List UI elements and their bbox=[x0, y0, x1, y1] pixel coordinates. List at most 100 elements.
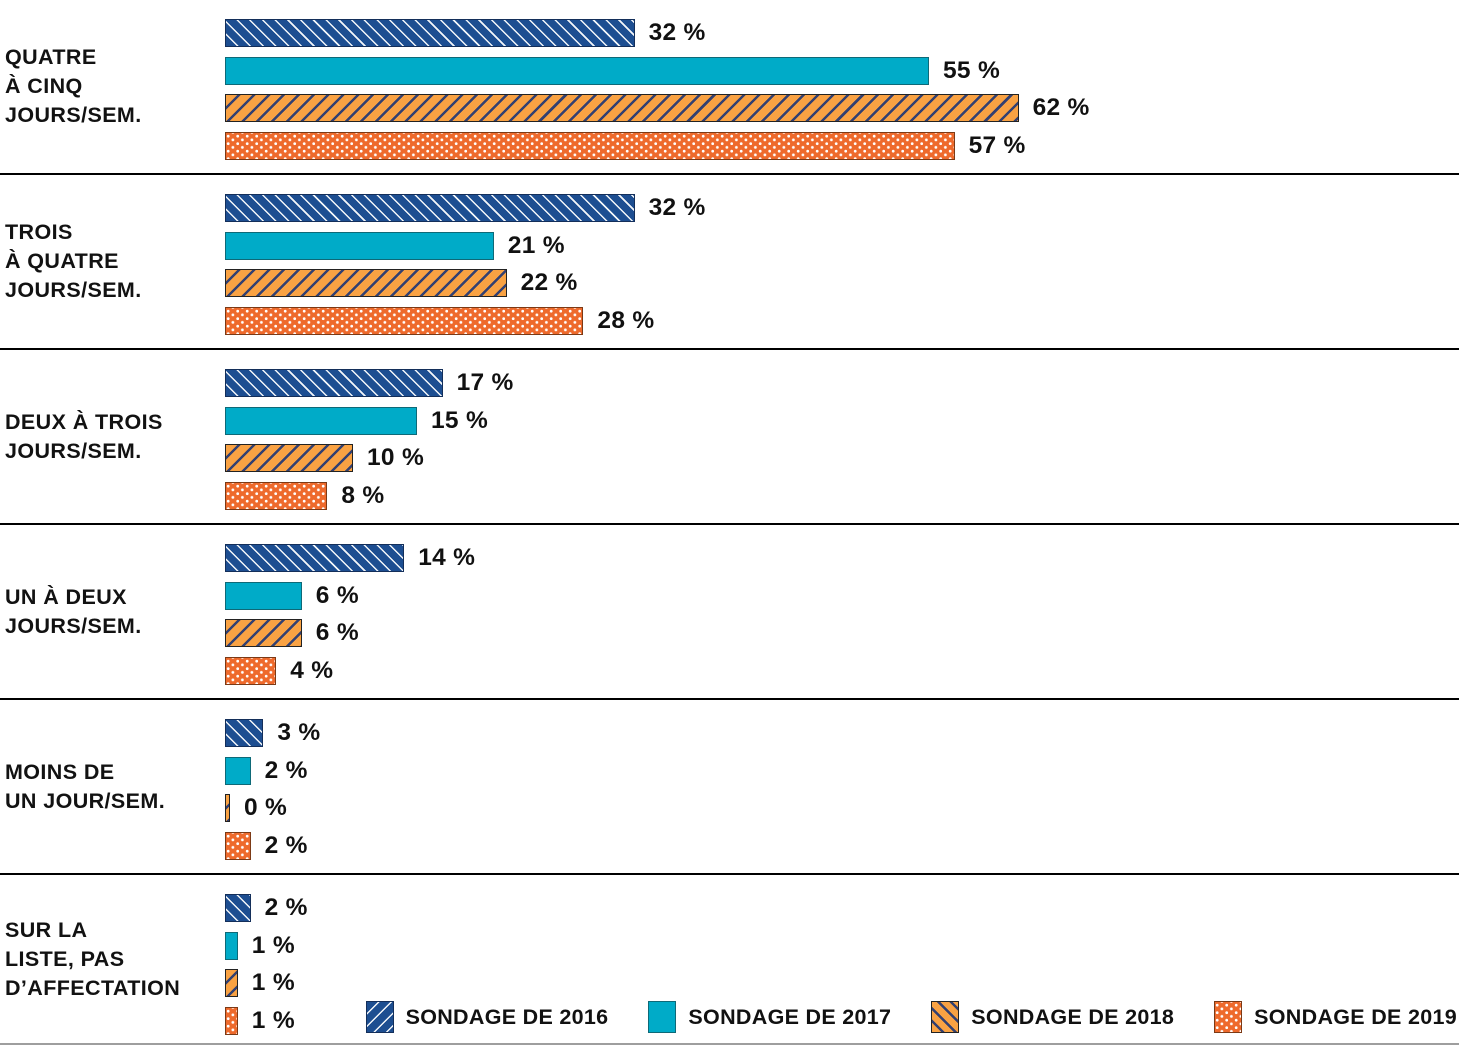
bar-value-label: 21 % bbox=[507, 231, 565, 259]
bar-line: 32 % bbox=[225, 19, 706, 47]
bar-line: 3 % bbox=[225, 719, 321, 747]
bar-line: 10 % bbox=[225, 444, 424, 472]
bar-value-label: 14 % bbox=[418, 544, 476, 571]
bar-sondage-de-2019 bbox=[225, 306, 584, 335]
bar-value-label: 57 % bbox=[968, 131, 1026, 159]
category-label-line: JOURS/SEM. bbox=[5, 278, 142, 302]
chart-row: MOINS DE UN JOUR/SEM. 3 % 2 % 0 % 2 % bbox=[0, 700, 1459, 875]
bar-sondage-de-2017 bbox=[225, 931, 238, 960]
bar-value-label: 3 % bbox=[277, 719, 321, 746]
bar-group: 32 % 21 % 22 % 28 % bbox=[225, 175, 1459, 348]
bar-sondage-de-2018 bbox=[225, 94, 1019, 122]
chart-row: QUATRE À CINQ JOURS/SEM. 32 % 55 % 62 % 57 % bbox=[0, 0, 1459, 175]
bar-value-label: 2 % bbox=[264, 894, 308, 921]
bar-value-label: 1 % bbox=[251, 1006, 295, 1034]
category-label-line: DEUX À TROIS bbox=[5, 409, 163, 434]
bar-line: 21 % bbox=[225, 231, 565, 260]
category-label: DEUX À TROIS JOURS/SEM. bbox=[5, 350, 220, 523]
category-label-line: MOINS DE bbox=[5, 759, 115, 784]
bar-sondage-de-2019 bbox=[225, 481, 328, 510]
bar-value-label: 55 % bbox=[943, 56, 1001, 84]
legend-swatch-icon bbox=[365, 1001, 394, 1033]
category-label-line: QUATRE bbox=[5, 45, 97, 69]
bar-sondage-de-2018 bbox=[225, 969, 238, 997]
bar-sondage-de-2017 bbox=[225, 581, 302, 610]
bar-value-label: 6 % bbox=[315, 581, 359, 609]
legend-swatch-icon bbox=[931, 1001, 960, 1033]
bar-sondage-de-2016 bbox=[225, 719, 264, 747]
chart-row: TROIS À QUATRE JOURS/SEM. 32 % 21 % 22 % 28 % bbox=[0, 175, 1459, 350]
bar-value-label: 62 % bbox=[1032, 94, 1090, 121]
bar-line: 22 % bbox=[225, 269, 578, 297]
bar-line: 8 % bbox=[225, 481, 385, 510]
bar-line: 1 % bbox=[225, 1006, 295, 1035]
legend-swatch-icon bbox=[1214, 1001, 1243, 1033]
bar-value-label: 32 % bbox=[648, 194, 706, 221]
bar-line: 1 % bbox=[225, 931, 295, 960]
bar-value-label: 8 % bbox=[341, 481, 385, 509]
category-label-line: JOURS/SEM. bbox=[5, 438, 142, 463]
legend-label: SONDAGE DE 2019 bbox=[1254, 1004, 1457, 1029]
bar-group: 32 % 55 % 62 % 57 % bbox=[225, 0, 1459, 173]
bar-line: 0 % bbox=[225, 794, 287, 822]
category-label-line: D’AFFECTATION bbox=[5, 975, 181, 1000]
chart-row: UN À DEUX JOURS/SEM. 14 % 6 % 6 % 4 % bbox=[0, 525, 1459, 700]
category-label-line: LISTE, PAS bbox=[5, 946, 125, 971]
category-label-line: JOURS/SEM. bbox=[5, 103, 142, 127]
category-label-line: JOURS/SEM. bbox=[5, 613, 142, 638]
legend-swatch-icon bbox=[648, 1001, 677, 1033]
bar-group: 14 % 6 % 6 % 4 % bbox=[225, 525, 1459, 698]
bar-line: 4 % bbox=[225, 656, 333, 685]
category-label-line: À CINQ bbox=[5, 74, 83, 98]
bar-line: 15 % bbox=[225, 406, 489, 435]
bar-line: 6 % bbox=[225, 581, 359, 610]
bar-value-label: 6 % bbox=[315, 619, 359, 646]
bar-line: 2 % bbox=[225, 756, 308, 785]
bar-value-label: 15 % bbox=[431, 406, 489, 434]
bar-line: 6 % bbox=[225, 619, 359, 647]
bar-line: 17 % bbox=[225, 369, 514, 397]
bar-sondage-de-2016 bbox=[225, 194, 635, 222]
bar-sondage-de-2018 bbox=[225, 444, 353, 472]
bar-value-label: 28 % bbox=[597, 306, 655, 334]
bar-value-label: 1 % bbox=[251, 969, 295, 996]
legend-item: SONDAGE DE 2018 bbox=[931, 1001, 1174, 1033]
bar-sondage-de-2016 bbox=[225, 369, 443, 397]
bar-line: 28 % bbox=[225, 306, 655, 335]
bar-value-label: 10 % bbox=[367, 444, 425, 471]
bar-group: 3 % 2 % 0 % 2 % bbox=[225, 700, 1459, 873]
bar-value-label: 32 % bbox=[648, 19, 706, 46]
bar-value-label: 2 % bbox=[264, 756, 308, 784]
bar-sondage-de-2016 bbox=[225, 19, 635, 47]
legend-item: SONDAGE DE 2019 bbox=[1214, 1001, 1457, 1033]
bar-line: 2 % bbox=[225, 894, 308, 922]
chart-row: DEUX À TROIS JOURS/SEM. 17 % 15 % 10 % 8 % bbox=[0, 350, 1459, 525]
bar-line: 57 % bbox=[225, 131, 1026, 160]
bar-sondage-de-2016 bbox=[225, 544, 405, 572]
bar-sondage-de-2016 bbox=[225, 894, 251, 922]
legend-item: SONDAGE DE 2016 bbox=[365, 1001, 609, 1033]
category-label: QUATRE À CINQ JOURS/SEM. bbox=[5, 0, 220, 173]
bar-line: 62 % bbox=[225, 94, 1090, 122]
legend-label: SONDAGE DE 2016 bbox=[405, 1004, 609, 1029]
category-label: TROIS À QUATRE JOURS/SEM. bbox=[5, 175, 220, 348]
legend-label: SONDAGE DE 2017 bbox=[688, 1004, 892, 1029]
bar-value-label: 22 % bbox=[520, 269, 578, 296]
bar-sondage-de-2018 bbox=[225, 794, 230, 822]
category-label: UN À DEUX JOURS/SEM. bbox=[5, 525, 220, 698]
category-label-line: SUR LA bbox=[5, 917, 88, 942]
bar-sondage-de-2017 bbox=[225, 406, 417, 435]
bar-value-label: 1 % bbox=[251, 931, 295, 959]
bar-value-label: 17 % bbox=[456, 369, 514, 396]
bar-group: 2 % 1 % 1 % 1 % bbox=[225, 875, 1459, 1043]
category-label-line: UN À DEUX bbox=[5, 584, 127, 609]
bar-sondage-de-2017 bbox=[225, 756, 251, 785]
bar-line: 55 % bbox=[225, 56, 1001, 85]
category-label-line: TROIS bbox=[5, 220, 73, 244]
bar-sondage-de-2019 bbox=[225, 656, 277, 685]
bar-sondage-de-2018 bbox=[225, 269, 507, 297]
bar-sondage-de-2017 bbox=[225, 56, 929, 85]
bar-line: 32 % bbox=[225, 194, 706, 222]
bar-value-label: 2 % bbox=[264, 831, 308, 859]
bar-value-label: 0 % bbox=[244, 794, 288, 821]
